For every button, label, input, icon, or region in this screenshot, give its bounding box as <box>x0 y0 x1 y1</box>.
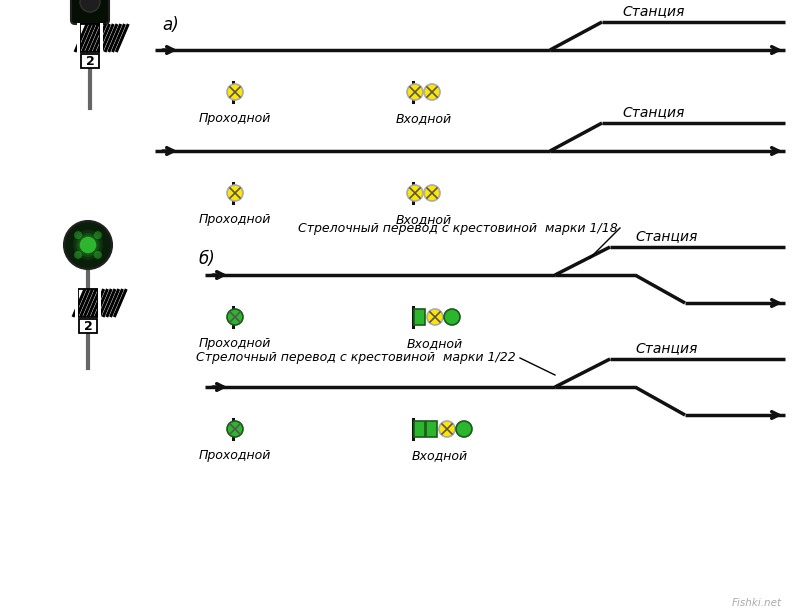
Circle shape <box>439 421 455 437</box>
Circle shape <box>407 84 423 100</box>
Circle shape <box>424 185 440 201</box>
Text: Проходной: Проходной <box>199 213 271 226</box>
Text: Проходной: Проходной <box>199 337 271 350</box>
Bar <box>75 288 78 318</box>
FancyBboxPatch shape <box>71 0 109 24</box>
Text: Станция: Станция <box>635 229 698 243</box>
Text: Входной: Входной <box>396 213 452 226</box>
Text: Станция: Станция <box>635 341 698 355</box>
Text: Входной: Входной <box>412 449 468 462</box>
Circle shape <box>427 309 443 325</box>
Text: б): б) <box>198 250 215 268</box>
Circle shape <box>227 84 243 100</box>
Circle shape <box>73 230 103 260</box>
Text: Проходной: Проходной <box>199 112 271 125</box>
Circle shape <box>94 251 102 259</box>
Circle shape <box>227 185 243 201</box>
Circle shape <box>74 231 82 239</box>
Text: 2: 2 <box>86 55 94 67</box>
Text: Станция: Станция <box>622 4 684 18</box>
Text: Стрелочный перевод с крестовиной  марки 1/22: Стрелочный перевод с крестовиной марки 1… <box>196 351 516 365</box>
Bar <box>98 288 101 318</box>
Bar <box>78 289 98 317</box>
Bar <box>81 54 99 68</box>
Circle shape <box>424 84 440 100</box>
Circle shape <box>74 251 82 259</box>
Bar <box>100 23 103 53</box>
Text: Станция: Станция <box>622 105 684 119</box>
Text: Входной: Входной <box>396 112 452 125</box>
Bar <box>77 23 80 53</box>
Bar <box>414 421 425 437</box>
Circle shape <box>76 233 100 257</box>
Text: 2: 2 <box>84 319 93 332</box>
Circle shape <box>80 0 100 12</box>
Text: Fishki.net: Fishki.net <box>732 598 782 608</box>
Circle shape <box>407 185 423 201</box>
Circle shape <box>227 309 243 325</box>
Text: Стрелочный перевод с крестовиной  марки 1/18: Стрелочный перевод с крестовиной марки 1… <box>298 221 618 235</box>
Text: Входной: Входной <box>407 337 463 350</box>
Text: а): а) <box>162 16 179 34</box>
Bar <box>426 421 437 437</box>
Circle shape <box>444 309 460 325</box>
Bar <box>79 319 97 333</box>
Bar <box>80 24 100 52</box>
Circle shape <box>94 231 102 239</box>
Circle shape <box>64 221 112 269</box>
Circle shape <box>79 236 97 254</box>
Circle shape <box>456 421 472 437</box>
Circle shape <box>227 421 243 437</box>
Text: Проходной: Проходной <box>199 449 271 462</box>
Bar <box>414 309 425 325</box>
